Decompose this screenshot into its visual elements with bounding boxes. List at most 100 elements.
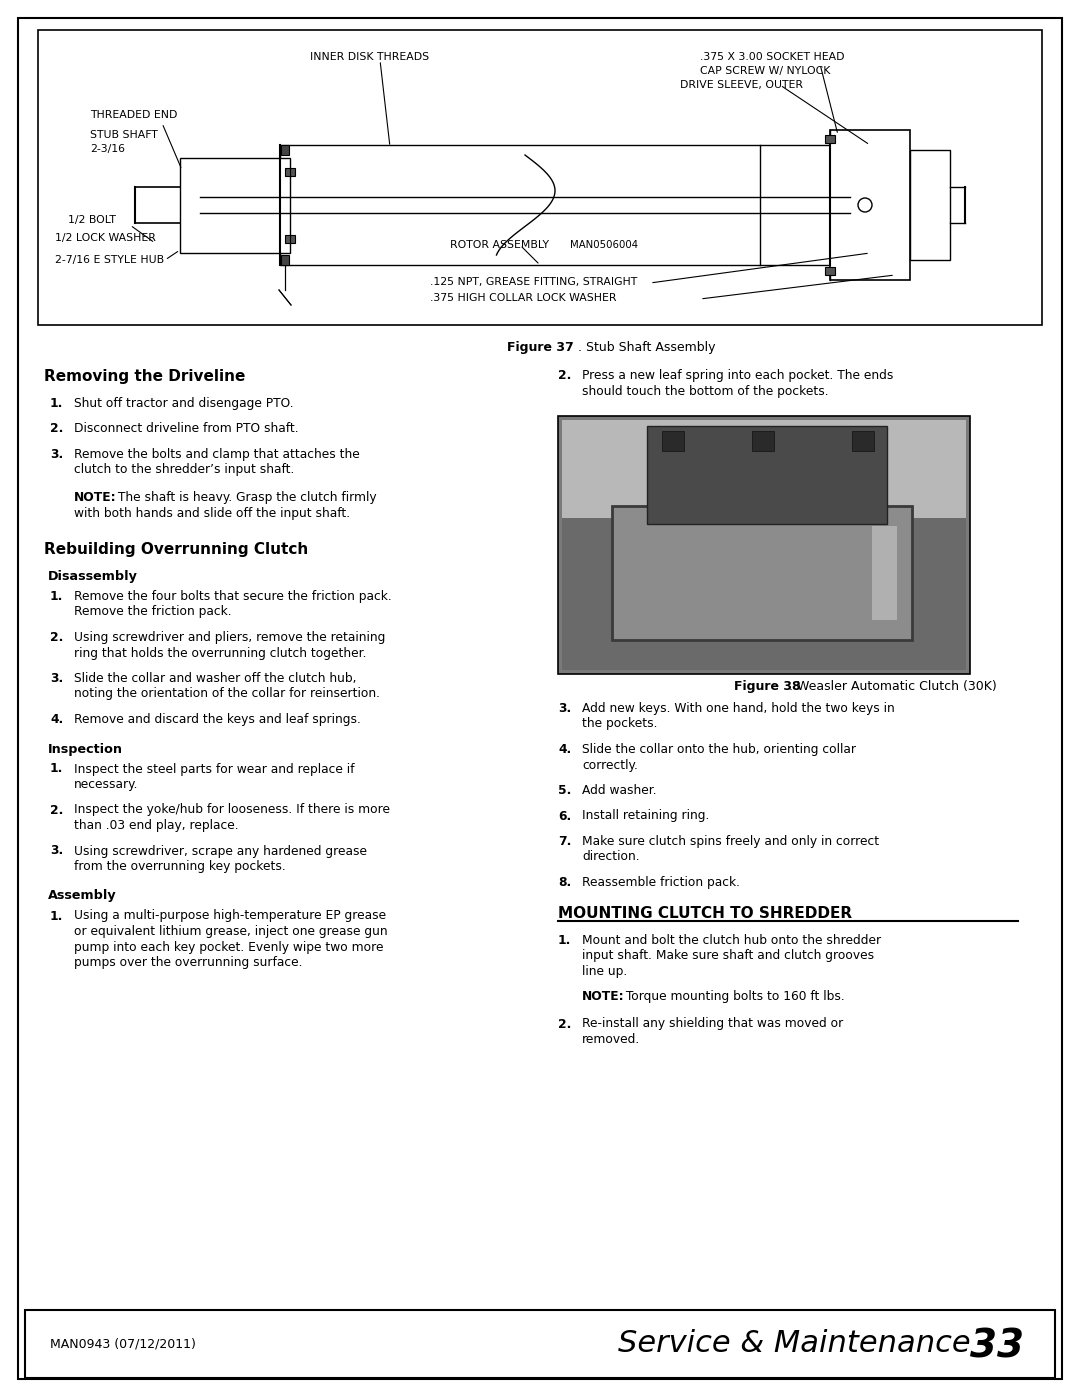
Text: input shaft. Make sure shaft and clutch grooves: input shaft. Make sure shaft and clutch …: [582, 949, 874, 963]
Text: .375 X 3.00 SOCKET HEAD: .375 X 3.00 SOCKET HEAD: [700, 52, 845, 61]
Text: DRIVE SLEEVE, OUTER: DRIVE SLEEVE, OUTER: [680, 80, 804, 89]
Text: 3.: 3.: [558, 703, 571, 715]
Bar: [831, 130, 910, 279]
Text: 3.: 3.: [50, 448, 64, 461]
Text: Service & Maintenance: Service & Maintenance: [618, 1330, 976, 1358]
Text: correctly.: correctly.: [582, 759, 638, 771]
Text: STUB SHAFT: STUB SHAFT: [90, 130, 158, 140]
Text: necessary.: necessary.: [75, 778, 138, 791]
Text: 2.: 2.: [50, 422, 64, 436]
Bar: [562, 420, 966, 518]
Bar: [558, 416, 970, 673]
Text: Using screwdriver and pliers, remove the retaining: Using screwdriver and pliers, remove the…: [75, 631, 386, 644]
Bar: [38, 29, 1042, 326]
Bar: [612, 506, 912, 640]
Text: Shut off tractor and disengage PTO.: Shut off tractor and disengage PTO.: [75, 397, 294, 409]
Text: 2-7/16 E STYLE HUB: 2-7/16 E STYLE HUB: [55, 256, 164, 265]
Text: NOTE:: NOTE:: [75, 490, 117, 504]
Text: 1.: 1.: [50, 590, 64, 604]
Bar: [285, 235, 295, 243]
Bar: [752, 432, 774, 451]
Text: Using screwdriver, scrape any hardened grease: Using screwdriver, scrape any hardened g…: [75, 845, 367, 858]
Text: Remove the bolts and clamp that attaches the: Remove the bolts and clamp that attaches…: [75, 448, 360, 461]
Text: 33: 33: [970, 1327, 1024, 1365]
Bar: [180, 158, 291, 253]
Text: 2-3/16: 2-3/16: [90, 144, 125, 154]
Bar: [25, 1310, 1055, 1377]
Text: Remove the friction pack.: Remove the friction pack.: [75, 605, 231, 619]
Text: . Stub Shaft Assembly: . Stub Shaft Assembly: [578, 341, 715, 353]
Bar: [910, 149, 950, 260]
Text: MAN0943 (07/12/2011): MAN0943 (07/12/2011): [50, 1337, 195, 1351]
Text: .375 HIGH COLLAR LOCK WASHER: .375 HIGH COLLAR LOCK WASHER: [430, 293, 617, 303]
Text: 1.: 1.: [558, 933, 571, 947]
Text: 3.: 3.: [50, 672, 64, 685]
Text: Figure 37: Figure 37: [507, 341, 573, 353]
Text: 6.: 6.: [558, 809, 571, 823]
Text: Inspect the yoke/hub for looseness. If there is more: Inspect the yoke/hub for looseness. If t…: [75, 803, 390, 816]
Text: than .03 end play, replace.: than .03 end play, replace.: [75, 819, 239, 833]
Text: should touch the bottom of the pockets.: should touch the bottom of the pockets.: [582, 384, 828, 398]
Text: 5.: 5.: [558, 784, 571, 798]
Text: ring that holds the overrunning clutch together.: ring that holds the overrunning clutch t…: [75, 647, 366, 659]
Text: Re-install any shielding that was moved or: Re-install any shielding that was moved …: [582, 1017, 843, 1031]
Text: 2.: 2.: [558, 1017, 571, 1031]
Text: 1/2 LOCK WASHER: 1/2 LOCK WASHER: [55, 233, 156, 243]
Text: 2.: 2.: [558, 369, 571, 381]
Bar: [280, 145, 831, 265]
Text: 1.: 1.: [50, 909, 64, 922]
Text: Make sure clutch spins freely and only in correct: Make sure clutch spins freely and only i…: [582, 835, 879, 848]
Text: Install retaining ring.: Install retaining ring.: [582, 809, 710, 823]
Text: Remove and discard the keys and leaf springs.: Remove and discard the keys and leaf spr…: [75, 712, 361, 726]
Text: 7.: 7.: [558, 835, 571, 848]
Text: Inspection: Inspection: [48, 742, 123, 756]
Bar: [647, 426, 887, 524]
Text: Add washer.: Add washer.: [582, 784, 657, 798]
Text: The shaft is heavy. Grasp the clutch firmly: The shaft is heavy. Grasp the clutch fir…: [114, 490, 377, 504]
Text: CAP SCREW W/ NYLOCK: CAP SCREW W/ NYLOCK: [700, 66, 831, 75]
Text: Disconnect driveline from PTO shaft.: Disconnect driveline from PTO shaft.: [75, 422, 299, 436]
Text: NOTE:: NOTE:: [582, 990, 624, 1003]
Text: Remove the four bolts that secure the friction pack.: Remove the four bolts that secure the fr…: [75, 590, 392, 604]
Bar: [825, 267, 835, 275]
Circle shape: [858, 198, 872, 212]
Text: .125 NPT, GREASE FITTING, STRAIGHT: .125 NPT, GREASE FITTING, STRAIGHT: [430, 277, 637, 286]
Text: 1.: 1.: [50, 397, 64, 409]
Text: Torque mounting bolts to 160 ft lbs.: Torque mounting bolts to 160 ft lbs.: [622, 990, 845, 1003]
Text: 4.: 4.: [558, 743, 571, 756]
Text: Figure 38: Figure 38: [734, 680, 800, 693]
Text: pumps over the overrunning surface.: pumps over the overrunning surface.: [75, 956, 302, 970]
Text: Slide the collar and washer off the clutch hub,: Slide the collar and washer off the clut…: [75, 672, 356, 685]
Text: with both hands and slide off the input shaft.: with both hands and slide off the input …: [75, 507, 350, 520]
Text: 4.: 4.: [50, 712, 64, 726]
Text: pump into each key pocket. Evenly wipe two more: pump into each key pocket. Evenly wipe t…: [75, 940, 383, 954]
Text: Disassembly: Disassembly: [48, 570, 138, 583]
Text: 3.: 3.: [50, 845, 64, 858]
Text: Mount and bolt the clutch hub onto the shredder: Mount and bolt the clutch hub onto the s…: [582, 933, 881, 947]
Text: MAN0506004: MAN0506004: [570, 240, 638, 250]
Text: INNER DISK THREADS: INNER DISK THREADS: [310, 52, 429, 61]
Text: 2.: 2.: [50, 631, 64, 644]
Text: noting the orientation of the collar for reinsertion.: noting the orientation of the collar for…: [75, 687, 380, 700]
Text: direction.: direction.: [582, 851, 639, 863]
Text: removed.: removed.: [582, 1032, 640, 1046]
Text: MOUNTING CLUTCH TO SHREDDER: MOUNTING CLUTCH TO SHREDDER: [558, 905, 852, 921]
Text: 1.: 1.: [50, 763, 64, 775]
Text: or equivalent lithium grease, inject one grease gun: or equivalent lithium grease, inject one…: [75, 925, 388, 937]
Bar: [825, 136, 835, 142]
Bar: [852, 432, 874, 451]
Text: THREADED END: THREADED END: [90, 110, 177, 120]
Bar: [872, 527, 897, 620]
Text: clutch to the shredder’s input shaft.: clutch to the shredder’s input shaft.: [75, 464, 295, 476]
Text: Add new keys. With one hand, hold the two keys in: Add new keys. With one hand, hold the tw…: [582, 703, 894, 715]
Text: 2.: 2.: [50, 803, 64, 816]
Text: Reassemble friction pack.: Reassemble friction pack.: [582, 876, 740, 888]
Text: Press a new leaf spring into each pocket. The ends: Press a new leaf spring into each pocket…: [582, 369, 893, 381]
Text: line up.: line up.: [582, 964, 627, 978]
Text: Slide the collar onto the hub, orienting collar: Slide the collar onto the hub, orienting…: [582, 743, 856, 756]
Text: Using a multi-purpose high-temperature EP grease: Using a multi-purpose high-temperature E…: [75, 909, 387, 922]
Text: the pockets.: the pockets.: [582, 718, 658, 731]
Bar: [281, 145, 289, 155]
Bar: [281, 256, 289, 265]
Text: from the overrunning key pockets.: from the overrunning key pockets.: [75, 861, 286, 873]
